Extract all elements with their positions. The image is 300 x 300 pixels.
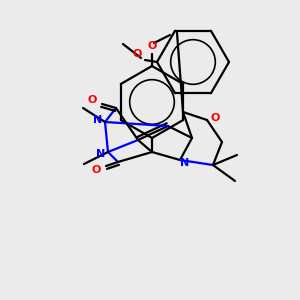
Text: O: O	[210, 113, 220, 123]
Text: O: O	[132, 49, 142, 59]
Text: O: O	[91, 165, 101, 175]
Text: N: N	[180, 158, 190, 168]
Text: O: O	[87, 95, 97, 105]
Text: O: O	[147, 41, 157, 51]
Text: N: N	[93, 115, 103, 125]
Text: N: N	[96, 149, 106, 159]
